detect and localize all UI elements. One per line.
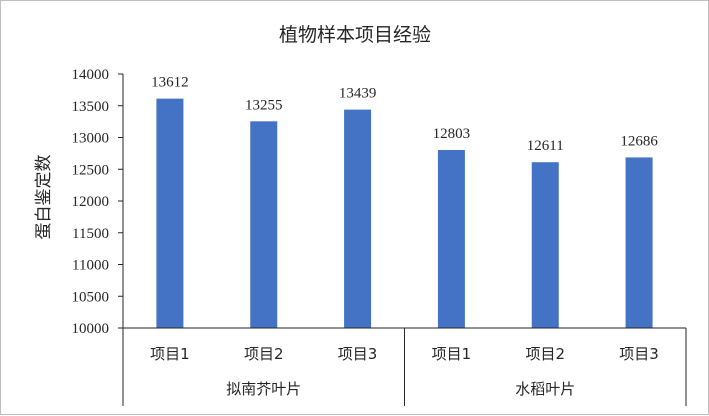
bar <box>250 121 278 329</box>
x-group-label: 水稻叶片 <box>515 380 575 398</box>
x-category-label: 项目1 <box>432 345 472 363</box>
x-category-label: 项目3 <box>338 345 378 363</box>
bar <box>156 98 184 328</box>
axes <box>122 74 686 329</box>
y-tick-label: 13000 <box>72 131 110 147</box>
data-label: 12611 <box>527 138 564 154</box>
bar <box>344 109 372 328</box>
bar <box>531 162 559 328</box>
y-tick-label: 11500 <box>72 226 109 242</box>
x-axis-categories: 项目1 项目2 项目3 项目1 项目2 项目3 <box>150 345 659 363</box>
y-tick-label: 12500 <box>72 162 110 178</box>
data-label: 12803 <box>433 126 471 142</box>
bars <box>156 98 653 329</box>
x-category-label: 项目1 <box>150 345 190 363</box>
y-tick-label: 10000 <box>72 321 110 337</box>
y-tick-label: 14000 <box>72 67 110 83</box>
y-tick-label: 10500 <box>72 289 110 305</box>
data-label: 13255 <box>245 97 283 113</box>
y-tick-label: 13500 <box>72 99 110 115</box>
x-axis-groups: 拟南芥叶片 水稻叶片 <box>122 328 687 406</box>
y-axis-ticks: 10000 10500 11000 11500 12000 12500 13000 13500… <box>72 67 123 337</box>
x-group-label: 拟南芥叶片 <box>226 380 301 398</box>
data-label: 12686 <box>620 133 658 149</box>
bar <box>437 150 465 328</box>
data-label: 13439 <box>339 86 377 102</box>
y-tick-label: 11000 <box>72 258 109 274</box>
y-tick-label: 12000 <box>72 194 110 210</box>
data-label: 13612 <box>151 75 189 91</box>
y-axis-label: 蛋白鉴定数 <box>34 155 54 240</box>
chart-title: 植物样本项目经验 <box>279 24 431 46</box>
data-labels: 13612 13255 13439 12803 12611 12686 <box>151 75 658 155</box>
bar <box>625 157 653 328</box>
x-category-label: 项目3 <box>619 345 659 363</box>
x-category-label: 项目2 <box>244 345 284 363</box>
x-category-label: 项目2 <box>525 345 565 363</box>
